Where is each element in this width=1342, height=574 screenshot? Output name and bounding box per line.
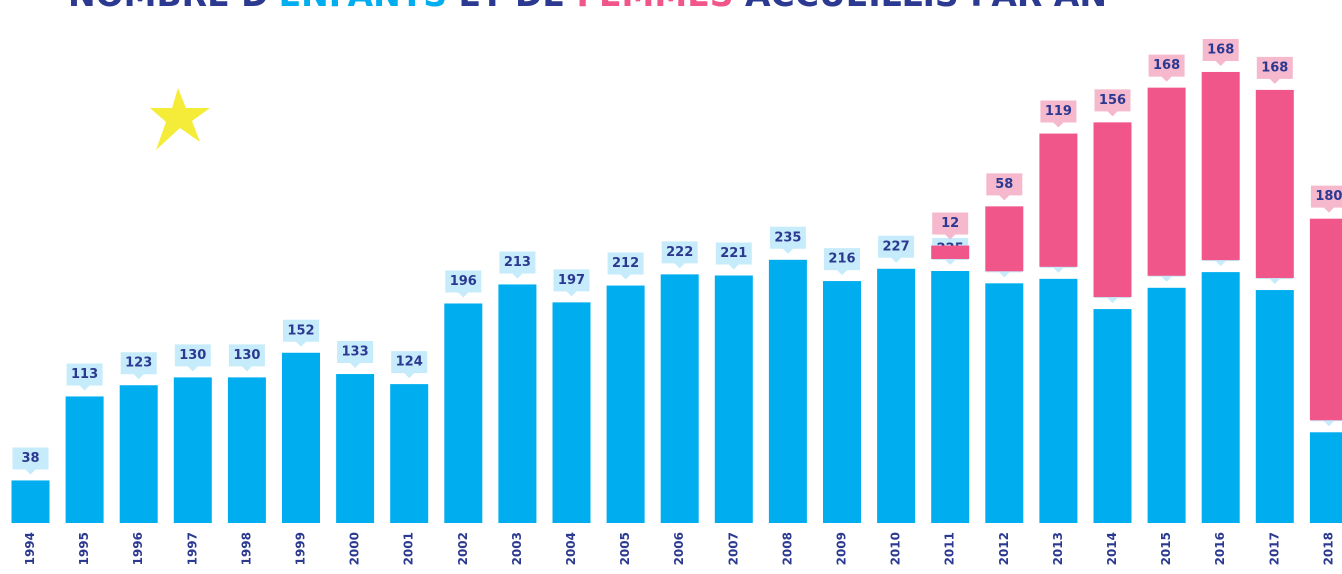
- x-tick-label: 1994: [23, 532, 37, 565]
- bar: [1310, 432, 1342, 523]
- bar: [1148, 288, 1186, 523]
- x-tick-label: 1997: [185, 532, 199, 565]
- value-label: 113: [71, 367, 98, 382]
- bar: [174, 377, 212, 523]
- x-tick-label: 2017: [1267, 532, 1281, 565]
- x-tick-label: 1995: [77, 532, 91, 565]
- value-label: 58: [995, 177, 1013, 192]
- x-tick-label: 2001: [402, 532, 416, 565]
- value-label: 133: [342, 345, 369, 360]
- value-label: 123: [125, 356, 152, 371]
- value-label: 124: [396, 355, 423, 370]
- bar: [931, 246, 969, 259]
- bar: [931, 271, 969, 523]
- value-label: 221: [720, 246, 747, 261]
- x-tick-label: 2004: [564, 532, 578, 565]
- x-tick-label: 2002: [456, 532, 470, 565]
- x-tick-label: 2013: [1051, 532, 1065, 565]
- x-tick-label: 2011: [943, 532, 957, 565]
- x-tick-label: 2009: [835, 532, 849, 565]
- bar: [1094, 309, 1132, 523]
- bar: [1148, 88, 1186, 276]
- value-label: 196: [450, 274, 477, 289]
- value-label: 12: [941, 216, 959, 231]
- x-tick-label: 1999: [294, 532, 308, 565]
- value-label: 168: [1153, 58, 1180, 73]
- bar: [1256, 290, 1294, 523]
- bar: [1039, 279, 1077, 523]
- x-tick-label: 2003: [510, 532, 524, 565]
- bar: [553, 302, 591, 523]
- value-label: 197: [558, 273, 585, 288]
- value-label: 130: [179, 348, 206, 363]
- bar: [985, 283, 1023, 523]
- x-tick-label: 2008: [780, 532, 794, 565]
- bar: [120, 385, 158, 523]
- value-label: 156: [1099, 93, 1126, 108]
- x-tick-label: 2015: [1159, 532, 1173, 565]
- bar: [12, 480, 50, 523]
- bar: [1202, 72, 1240, 260]
- bar: [1256, 90, 1294, 278]
- title-part: ET DE: [447, 0, 576, 14]
- bar: [66, 396, 104, 523]
- bar: [336, 374, 374, 523]
- value-label: 213: [504, 255, 531, 270]
- chart-title: NOMBRE D'ENFANTS ET DE FEMMES ACCUEILLIS…: [68, 0, 1107, 14]
- value-label: 216: [828, 252, 855, 267]
- title-part: ENFANTS: [279, 0, 447, 14]
- title-part: FEMMES: [576, 0, 733, 14]
- bar: [661, 274, 699, 523]
- value-label: 168: [1261, 60, 1288, 75]
- bar: [444, 303, 482, 523]
- bar: [228, 377, 266, 523]
- value-label: 38: [21, 451, 39, 466]
- value-label: 222: [666, 245, 693, 260]
- x-tick-label: 2010: [889, 532, 903, 565]
- bar: [390, 384, 428, 523]
- chart: NOMBRE D'ENFANTS ET DE FEMMES ACCUEILLIS…: [0, 0, 1342, 574]
- bar: [607, 286, 645, 523]
- bar: [877, 269, 915, 523]
- x-tick-label: 2012: [997, 532, 1011, 565]
- bar: [769, 260, 807, 523]
- x-tick-label: 2016: [1213, 532, 1227, 565]
- x-tick-label: 1996: [131, 532, 145, 565]
- x-tick-label: 1998: [239, 532, 253, 565]
- bar: [715, 275, 753, 523]
- bar: [985, 206, 1023, 271]
- value-label: 235: [774, 230, 801, 245]
- x-tick-label: 2000: [348, 532, 362, 565]
- bar: [1094, 122, 1132, 297]
- value-label: 168: [1207, 42, 1234, 57]
- value-label: 212: [612, 256, 639, 271]
- value-label: 152: [287, 323, 314, 338]
- bar: [1310, 219, 1342, 421]
- title-part: NOMBRE D': [68, 0, 279, 14]
- title-part: ACCUEILLIS PAR AN: [734, 0, 1107, 14]
- value-label: 180: [1315, 189, 1342, 204]
- x-tick-label: 2014: [1105, 532, 1119, 565]
- bar: [1039, 134, 1077, 267]
- bar: [1202, 272, 1240, 523]
- x-tick-label: 2006: [672, 532, 686, 565]
- x-tick-label: 2018: [1321, 532, 1335, 565]
- value-label: 119: [1045, 104, 1072, 119]
- star: [150, 88, 210, 150]
- value-label: 227: [883, 239, 910, 254]
- value-label: 130: [233, 348, 260, 363]
- x-tick-label: 2005: [618, 532, 632, 565]
- x-tick-label: 2007: [726, 532, 740, 565]
- bar: [282, 353, 320, 523]
- bar: [498, 284, 536, 523]
- bar: [823, 281, 861, 523]
